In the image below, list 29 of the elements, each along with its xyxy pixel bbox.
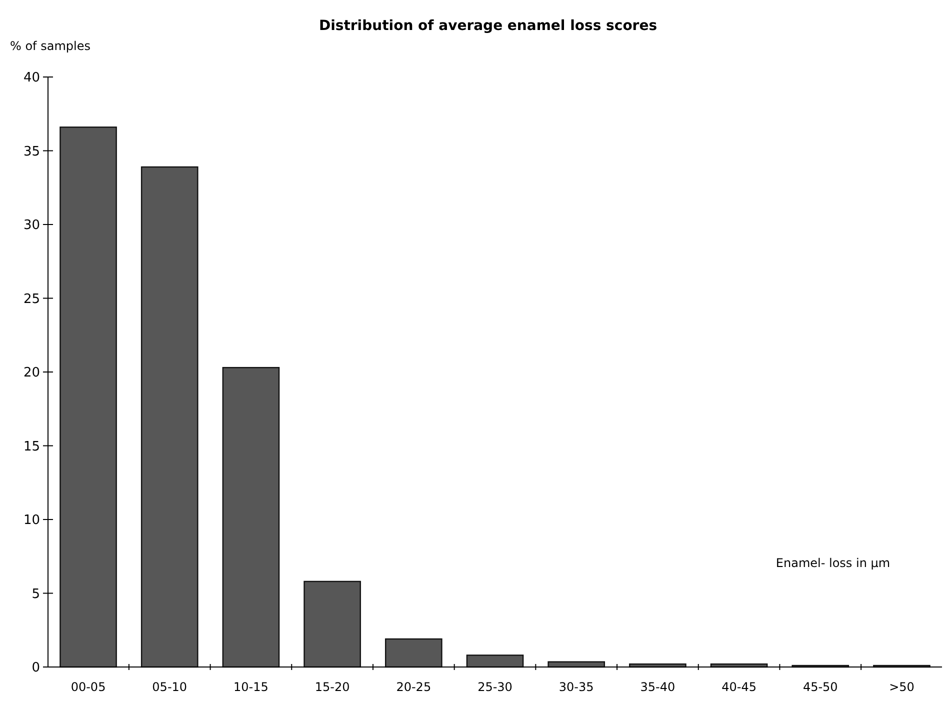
x-tick-label: 15-20 (314, 680, 350, 694)
x-tick-label: 20-25 (396, 680, 432, 694)
bar (60, 126, 117, 668)
x-tick-label: 30-35 (558, 680, 594, 694)
chart-title: Distribution of average enamel loss scores (318, 18, 658, 34)
bar (304, 580, 361, 668)
x-tick-label: 25-30 (478, 680, 512, 694)
x-tick-label: 40-45 (722, 680, 756, 694)
x-tick-label: 00-05 (70, 680, 106, 694)
y-tick-label: 25 (23, 292, 40, 307)
bar (140, 166, 198, 668)
bar (384, 638, 442, 668)
y-tick-label: 35 (23, 144, 40, 160)
x-tick-label: >50 (889, 680, 914, 694)
y-tick-label: 30 (23, 218, 40, 234)
x-axis-title: Enamel- loss in µm (776, 556, 890, 570)
y-tick-label: 0 (32, 660, 40, 676)
y-tick-label: 5 (32, 586, 40, 602)
y-tick-label: 15 (23, 439, 40, 454)
bar (466, 654, 524, 668)
x-tick-label: 05-10 (152, 680, 188, 694)
x-tick-label: 35-40 (640, 680, 676, 694)
y-tick-label: 40 (23, 70, 40, 86)
y-tick-label: 10 (23, 513, 40, 528)
y-axis-title: % of samples (10, 39, 90, 53)
x-tick-label: 10-15 (234, 680, 268, 694)
x-tick-label: 45-50 (802, 680, 838, 694)
y-tick-label: 20 (23, 366, 40, 381)
bar (222, 366, 280, 668)
